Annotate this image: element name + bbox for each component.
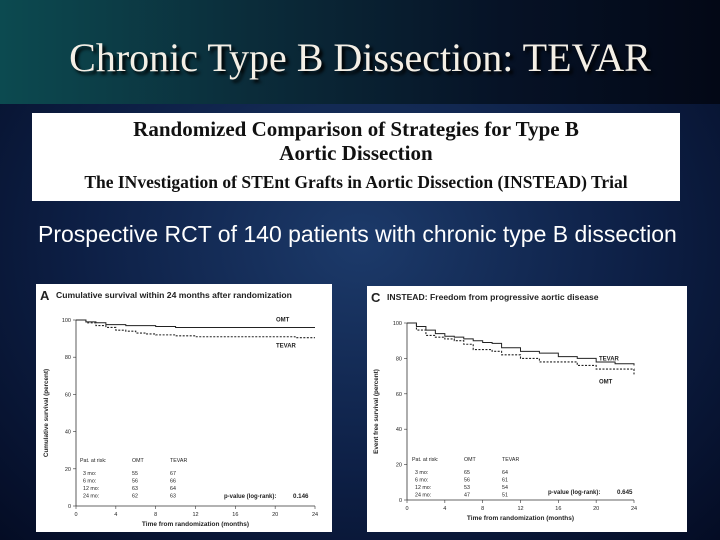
risk-table-cell: 65 [464, 470, 470, 476]
risk-table-cell: 47 [464, 493, 470, 499]
x-tick-label: 8 [481, 506, 484, 512]
chart-title: Cumulative survival within 24 months aft… [56, 290, 292, 300]
risk-table-header: Pat. at risk: [412, 457, 439, 463]
series-line-tevar [407, 322, 635, 366]
risk-table-cell: 63 [170, 494, 176, 500]
risk-table-cell: 53 [464, 485, 470, 491]
x-tick-label: 12 [192, 512, 198, 518]
risk-table-header: TEVAR [170, 458, 187, 464]
risk-table-cell: 64 [502, 470, 508, 476]
y-tick-label: 40 [396, 427, 402, 433]
y-tick-label: 80 [396, 356, 402, 362]
y-tick-label: 20 [396, 463, 402, 469]
risk-table-cell: 64 [170, 486, 176, 492]
y-tick-label: 100 [393, 321, 402, 327]
risk-table-cell: 3 mo: [415, 470, 428, 476]
y-tick-label: 40 [65, 430, 71, 436]
x-tick-label: 0 [74, 512, 77, 518]
y-tick-label: 0 [68, 504, 71, 510]
y-axis-label: Event free survival (percent) [373, 369, 380, 454]
x-tick-label: 12 [517, 506, 523, 512]
risk-table-cell: 67 [170, 471, 176, 477]
trial-header-line-2: Aortic Dissection [279, 141, 433, 165]
bullet-text: Prospective RCT of 140 patients with chr… [38, 221, 677, 247]
title-band [0, 0, 720, 104]
risk-table-cell: 63 [132, 486, 138, 492]
risk-table-cell: 66 [170, 479, 176, 485]
x-axis-label: Time from randomization (months) [467, 515, 574, 522]
x-tick-label: 4 [443, 506, 446, 512]
risk-table-header: OMT [132, 458, 145, 464]
x-tick-label: 16 [232, 512, 238, 518]
series-line-omt [407, 322, 635, 375]
freedom-chart: C INSTEAD: Freedom from progressive aorti… [371, 290, 637, 522]
y-axis-label: Cumulative survival (percent) [43, 369, 50, 457]
x-axis-label: Time from randomization (months) [142, 521, 249, 528]
risk-table-cell: 24 mo: [83, 494, 99, 500]
series-line-tevar [76, 319, 315, 339]
x-tick-label: 24 [631, 506, 637, 512]
y-tick-label: 20 [65, 467, 71, 473]
slide-title: Chronic Type B Dissection: TEVAR [69, 35, 651, 80]
risk-table-cell: 6 mo: [415, 478, 428, 484]
x-tick-label: 20 [593, 506, 599, 512]
risk-table-header: Pat. at risk: [80, 458, 107, 464]
x-tick-label: 4 [114, 512, 117, 518]
series-label-tevar: TEVAR [599, 356, 620, 362]
pvalue-label: p-value (log-rank): [224, 494, 276, 500]
panel-letter: A [40, 288, 50, 303]
y-tick-label: 100 [62, 318, 71, 324]
risk-table-header: TEVAR [502, 457, 519, 463]
risk-table-cell: 6 mo: [83, 479, 96, 485]
risk-table-cell: 56 [464, 478, 470, 484]
risk-table-cell: 12 mo: [415, 485, 431, 491]
x-tick-label: 20 [272, 512, 278, 518]
trial-header-line-1: Randomized Comparison of Strategies for … [133, 117, 579, 141]
risk-table-header: OMT [464, 457, 477, 463]
risk-table-cell: 56 [132, 479, 138, 485]
risk-table-cell: 51 [502, 493, 508, 499]
risk-table-cell: 61 [502, 478, 508, 484]
survival-chart-panel: A Cumulative survival within 24 months af… [36, 284, 332, 532]
y-tick-label: 80 [65, 355, 71, 361]
panel-letter: C [371, 290, 381, 305]
y-tick-label: 0 [399, 498, 402, 504]
risk-table-cell: 3 mo: [83, 471, 96, 477]
x-tick-label: 16 [555, 506, 561, 512]
series-line-omt [76, 319, 315, 328]
risk-table-cell: 54 [502, 485, 508, 491]
survival-chart: A Cumulative survival within 24 months af… [40, 288, 318, 528]
trial-header-box: Randomized Comparison of Strategies for … [32, 113, 680, 201]
pvalue: 0.645 [617, 489, 633, 496]
chart-title: INSTEAD: Freedom from progressive aortic… [387, 292, 599, 302]
trial-header-line-3: The INvestigation of STEnt Grafts in Aor… [84, 172, 628, 192]
series-label-tevar: TEVAR [276, 344, 297, 350]
risk-table-cell: 62 [132, 494, 138, 500]
series-label-omt: OMT [599, 379, 613, 385]
pvalue: 0.146 [293, 493, 309, 500]
x-tick-label: 8 [154, 512, 157, 518]
y-tick-label: 60 [396, 392, 402, 398]
risk-table-cell: 55 [132, 471, 138, 477]
y-tick-label: 60 [65, 392, 71, 398]
freedom-chart-panel: C INSTEAD: Freedom from progressive aorti… [367, 286, 687, 532]
risk-table-cell: 24 mo: [415, 493, 431, 499]
series-label-omt: OMT [276, 317, 290, 323]
pvalue-label: p-value (log-rank): [548, 490, 600, 496]
x-tick-label: 24 [312, 512, 318, 518]
x-tick-label: 0 [405, 506, 408, 512]
risk-table-cell: 12 mo: [83, 486, 99, 492]
